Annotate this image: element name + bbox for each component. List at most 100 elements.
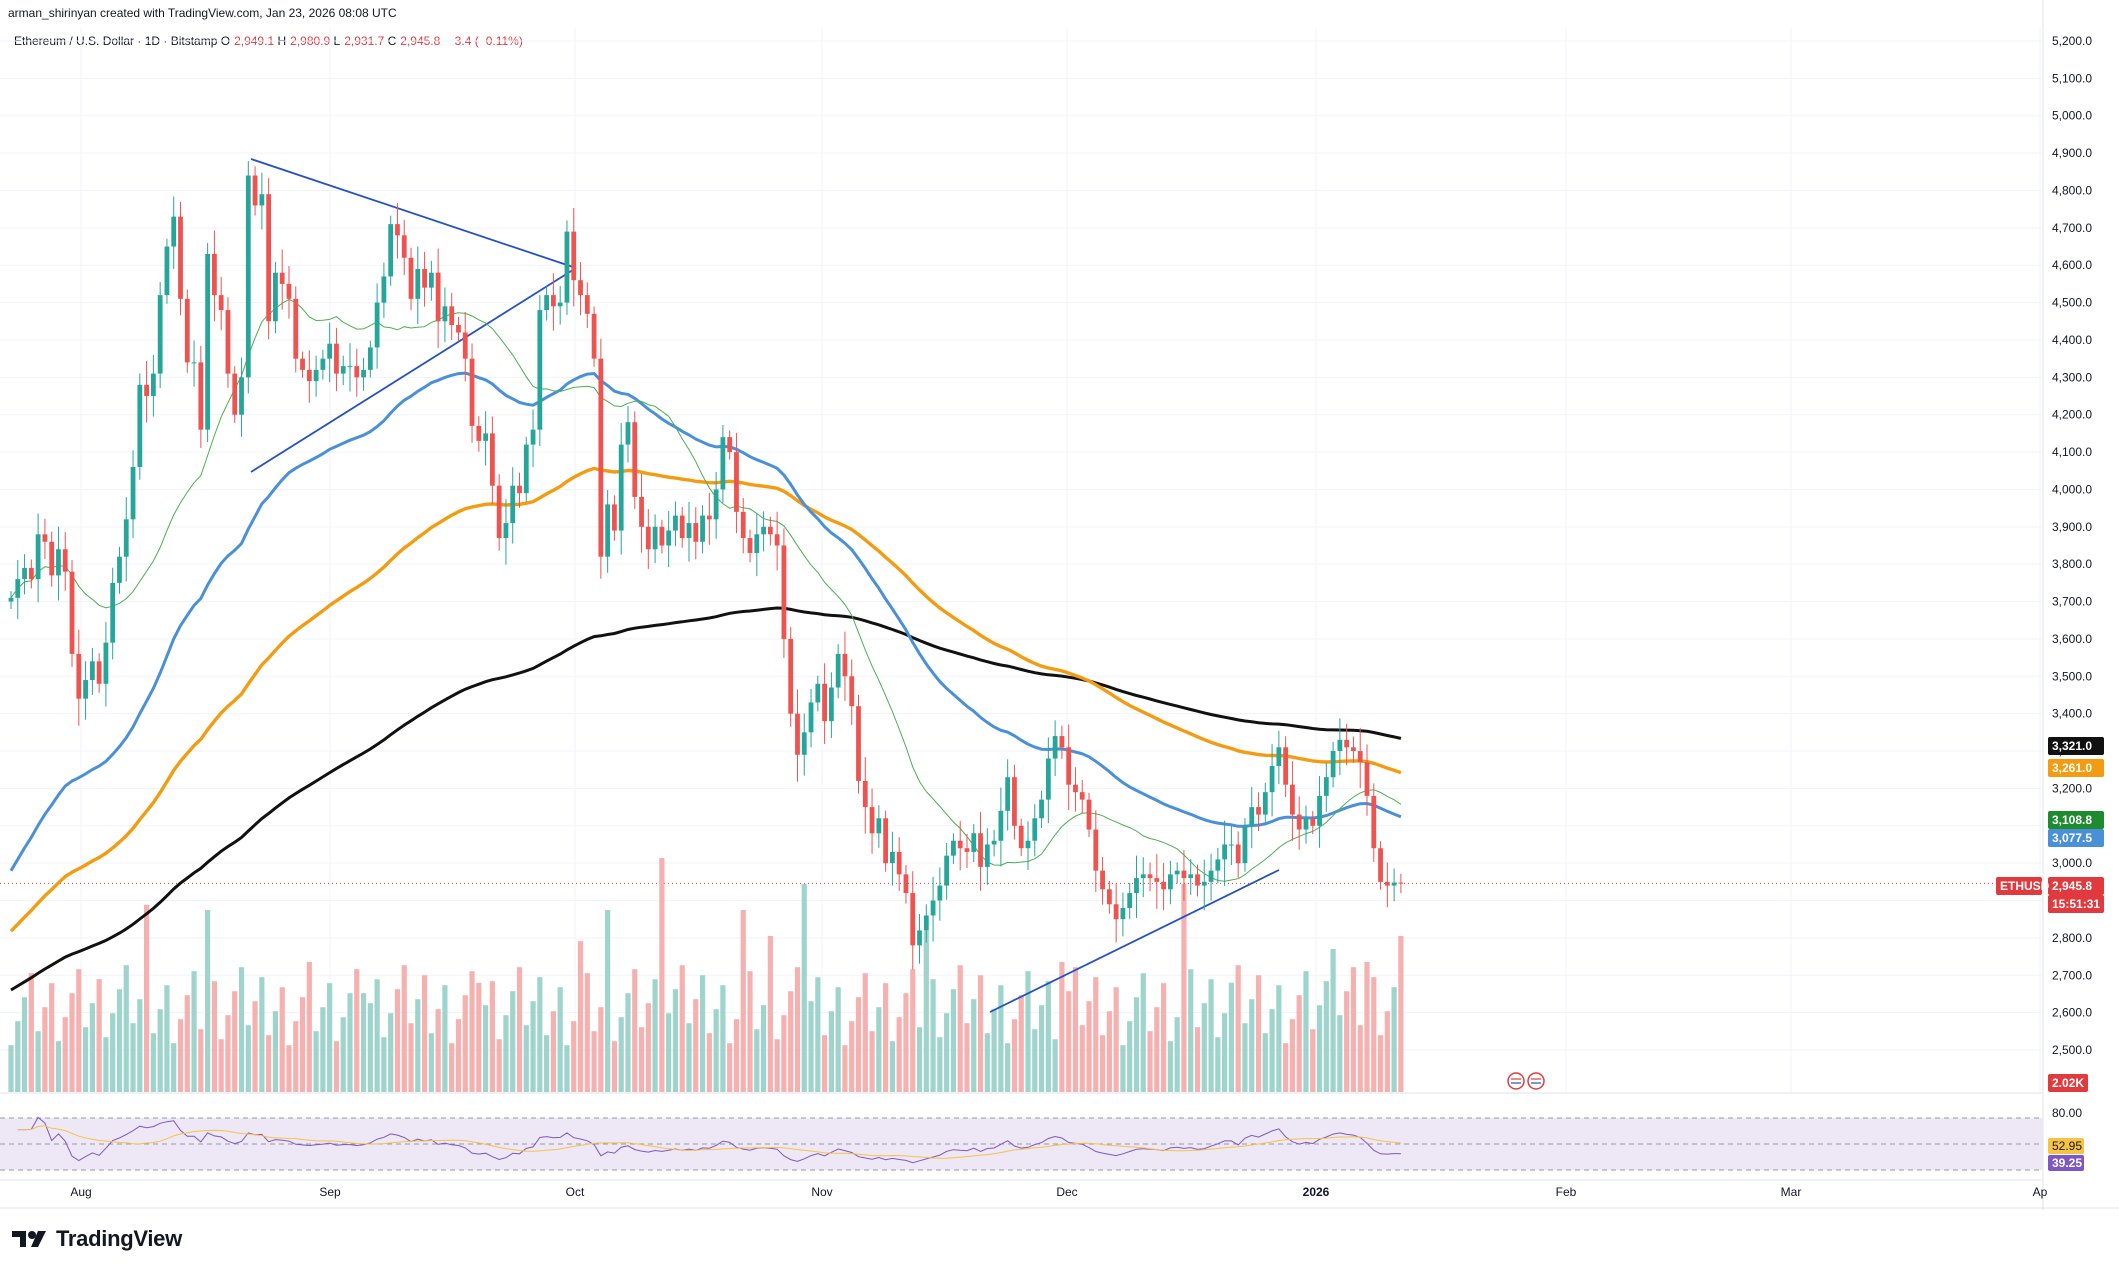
volume-bar <box>883 983 889 1092</box>
candle-body <box>618 444 624 531</box>
candle-body <box>1174 870 1180 875</box>
candle-body <box>157 295 163 374</box>
price-tag-label: 3,108.8 <box>2052 813 2092 827</box>
volume-bar <box>21 997 28 1092</box>
candle-body <box>727 437 733 453</box>
volume-bar <box>937 1037 943 1092</box>
price-tick-label: 3,400.0 <box>2052 707 2092 721</box>
candle-body <box>28 567 34 580</box>
volume-bar <box>35 1031 41 1092</box>
price-tick-label: 4,200.0 <box>2052 408 2092 422</box>
volume-bar <box>1066 991 1072 1092</box>
volume-bar <box>659 858 665 1092</box>
candle-body <box>720 437 726 490</box>
volume-bar <box>1330 949 1336 1092</box>
moving-averages <box>9 298 1402 992</box>
time-axis[interactable]: Aug Sep Oct Nov Dec 2026 Feb Mar Ap <box>70 1185 2047 1199</box>
volume-bar <box>1147 1031 1153 1092</box>
volume-bar <box>944 1013 950 1092</box>
volume-bar <box>198 1029 204 1092</box>
volume-bar <box>1201 1003 1207 1092</box>
volume-bar <box>957 965 963 1092</box>
candle-body <box>130 467 136 520</box>
candle-body <box>1303 818 1309 830</box>
candle-body <box>951 840 956 856</box>
volume-bar <box>903 993 909 1092</box>
candle-body <box>740 511 746 539</box>
sma-green-line <box>10 298 1402 882</box>
candle-body <box>1283 747 1289 785</box>
candle-body <box>476 425 482 441</box>
candle-body <box>320 358 326 370</box>
candle-body <box>191 362 197 364</box>
candle-body <box>883 818 889 864</box>
candle-body <box>110 582 116 643</box>
volume-bar <box>842 1045 848 1092</box>
candle-body <box>374 302 380 348</box>
tradingview-logo[interactable]: TradingView <box>12 1226 182 1252</box>
volume-bar <box>794 967 801 1092</box>
volume-bar <box>137 999 143 1092</box>
candle-body <box>876 818 882 834</box>
volume-bar <box>69 993 75 1092</box>
volume-bar <box>225 1015 231 1092</box>
volume-bar <box>1289 1019 1296 1092</box>
volume-bar <box>523 1025 529 1092</box>
volume-bar <box>1215 1037 1221 1092</box>
candle-body <box>1344 739 1350 748</box>
volume-bar <box>333 1041 340 1092</box>
candle-body <box>117 556 122 583</box>
candle-body <box>659 526 665 546</box>
candle-body <box>544 295 550 311</box>
candle-body <box>164 246 170 296</box>
volume-bar <box>1269 1009 1275 1092</box>
candle-body <box>8 597 14 602</box>
us-flag-icon <box>1507 1072 1525 1090</box>
volume-bar <box>1228 982 1234 1092</box>
volume-bar <box>381 1037 387 1092</box>
volume-bar <box>469 971 475 1092</box>
candle-body <box>1167 874 1173 890</box>
volume-bar <box>760 1005 767 1092</box>
volume-bar <box>977 975 984 1092</box>
event-icons[interactable] <box>1507 1072 1545 1090</box>
volume-bar <box>42 1007 48 1092</box>
candle-body <box>584 295 590 314</box>
volume-bar <box>62 1017 68 1092</box>
candle-body <box>1059 736 1065 748</box>
volume-bar <box>1310 1029 1316 1092</box>
ema-blue-line <box>9 371 1402 872</box>
volume-bar <box>1079 1025 1085 1092</box>
candle-body <box>1154 878 1160 882</box>
volume-bar <box>306 962 312 1092</box>
price-tick-label: 3,700.0 <box>2052 595 2092 609</box>
candle-body <box>354 366 360 378</box>
volume-tag <box>2048 1074 2088 1092</box>
candle-body <box>1269 765 1275 793</box>
volume-bar <box>693 999 699 1092</box>
candle-body <box>815 683 821 703</box>
volume-bar <box>299 997 306 1092</box>
candle-body <box>679 515 685 539</box>
candle-body <box>1039 799 1044 819</box>
volume-bar <box>415 999 421 1092</box>
candle-body <box>964 848 970 852</box>
candle-body <box>1127 893 1133 908</box>
candle-body <box>788 638 794 714</box>
candle-body <box>137 384 143 468</box>
candle-body <box>639 496 644 527</box>
volume-bar <box>1174 1017 1180 1092</box>
volume-bar <box>828 1011 834 1092</box>
price-tag <box>2048 829 2104 847</box>
candle-body <box>1351 747 1356 752</box>
candle-body <box>483 433 488 441</box>
countdown-tag <box>2048 895 2104 913</box>
price-tick-label: 3,600.0 <box>2052 632 2092 646</box>
candle-body <box>1140 874 1146 879</box>
candle-body <box>693 523 699 542</box>
candle-body <box>666 530 672 546</box>
volume-bar <box>435 1009 441 1092</box>
candle-body <box>890 851 895 864</box>
candle-body <box>828 687 834 722</box>
